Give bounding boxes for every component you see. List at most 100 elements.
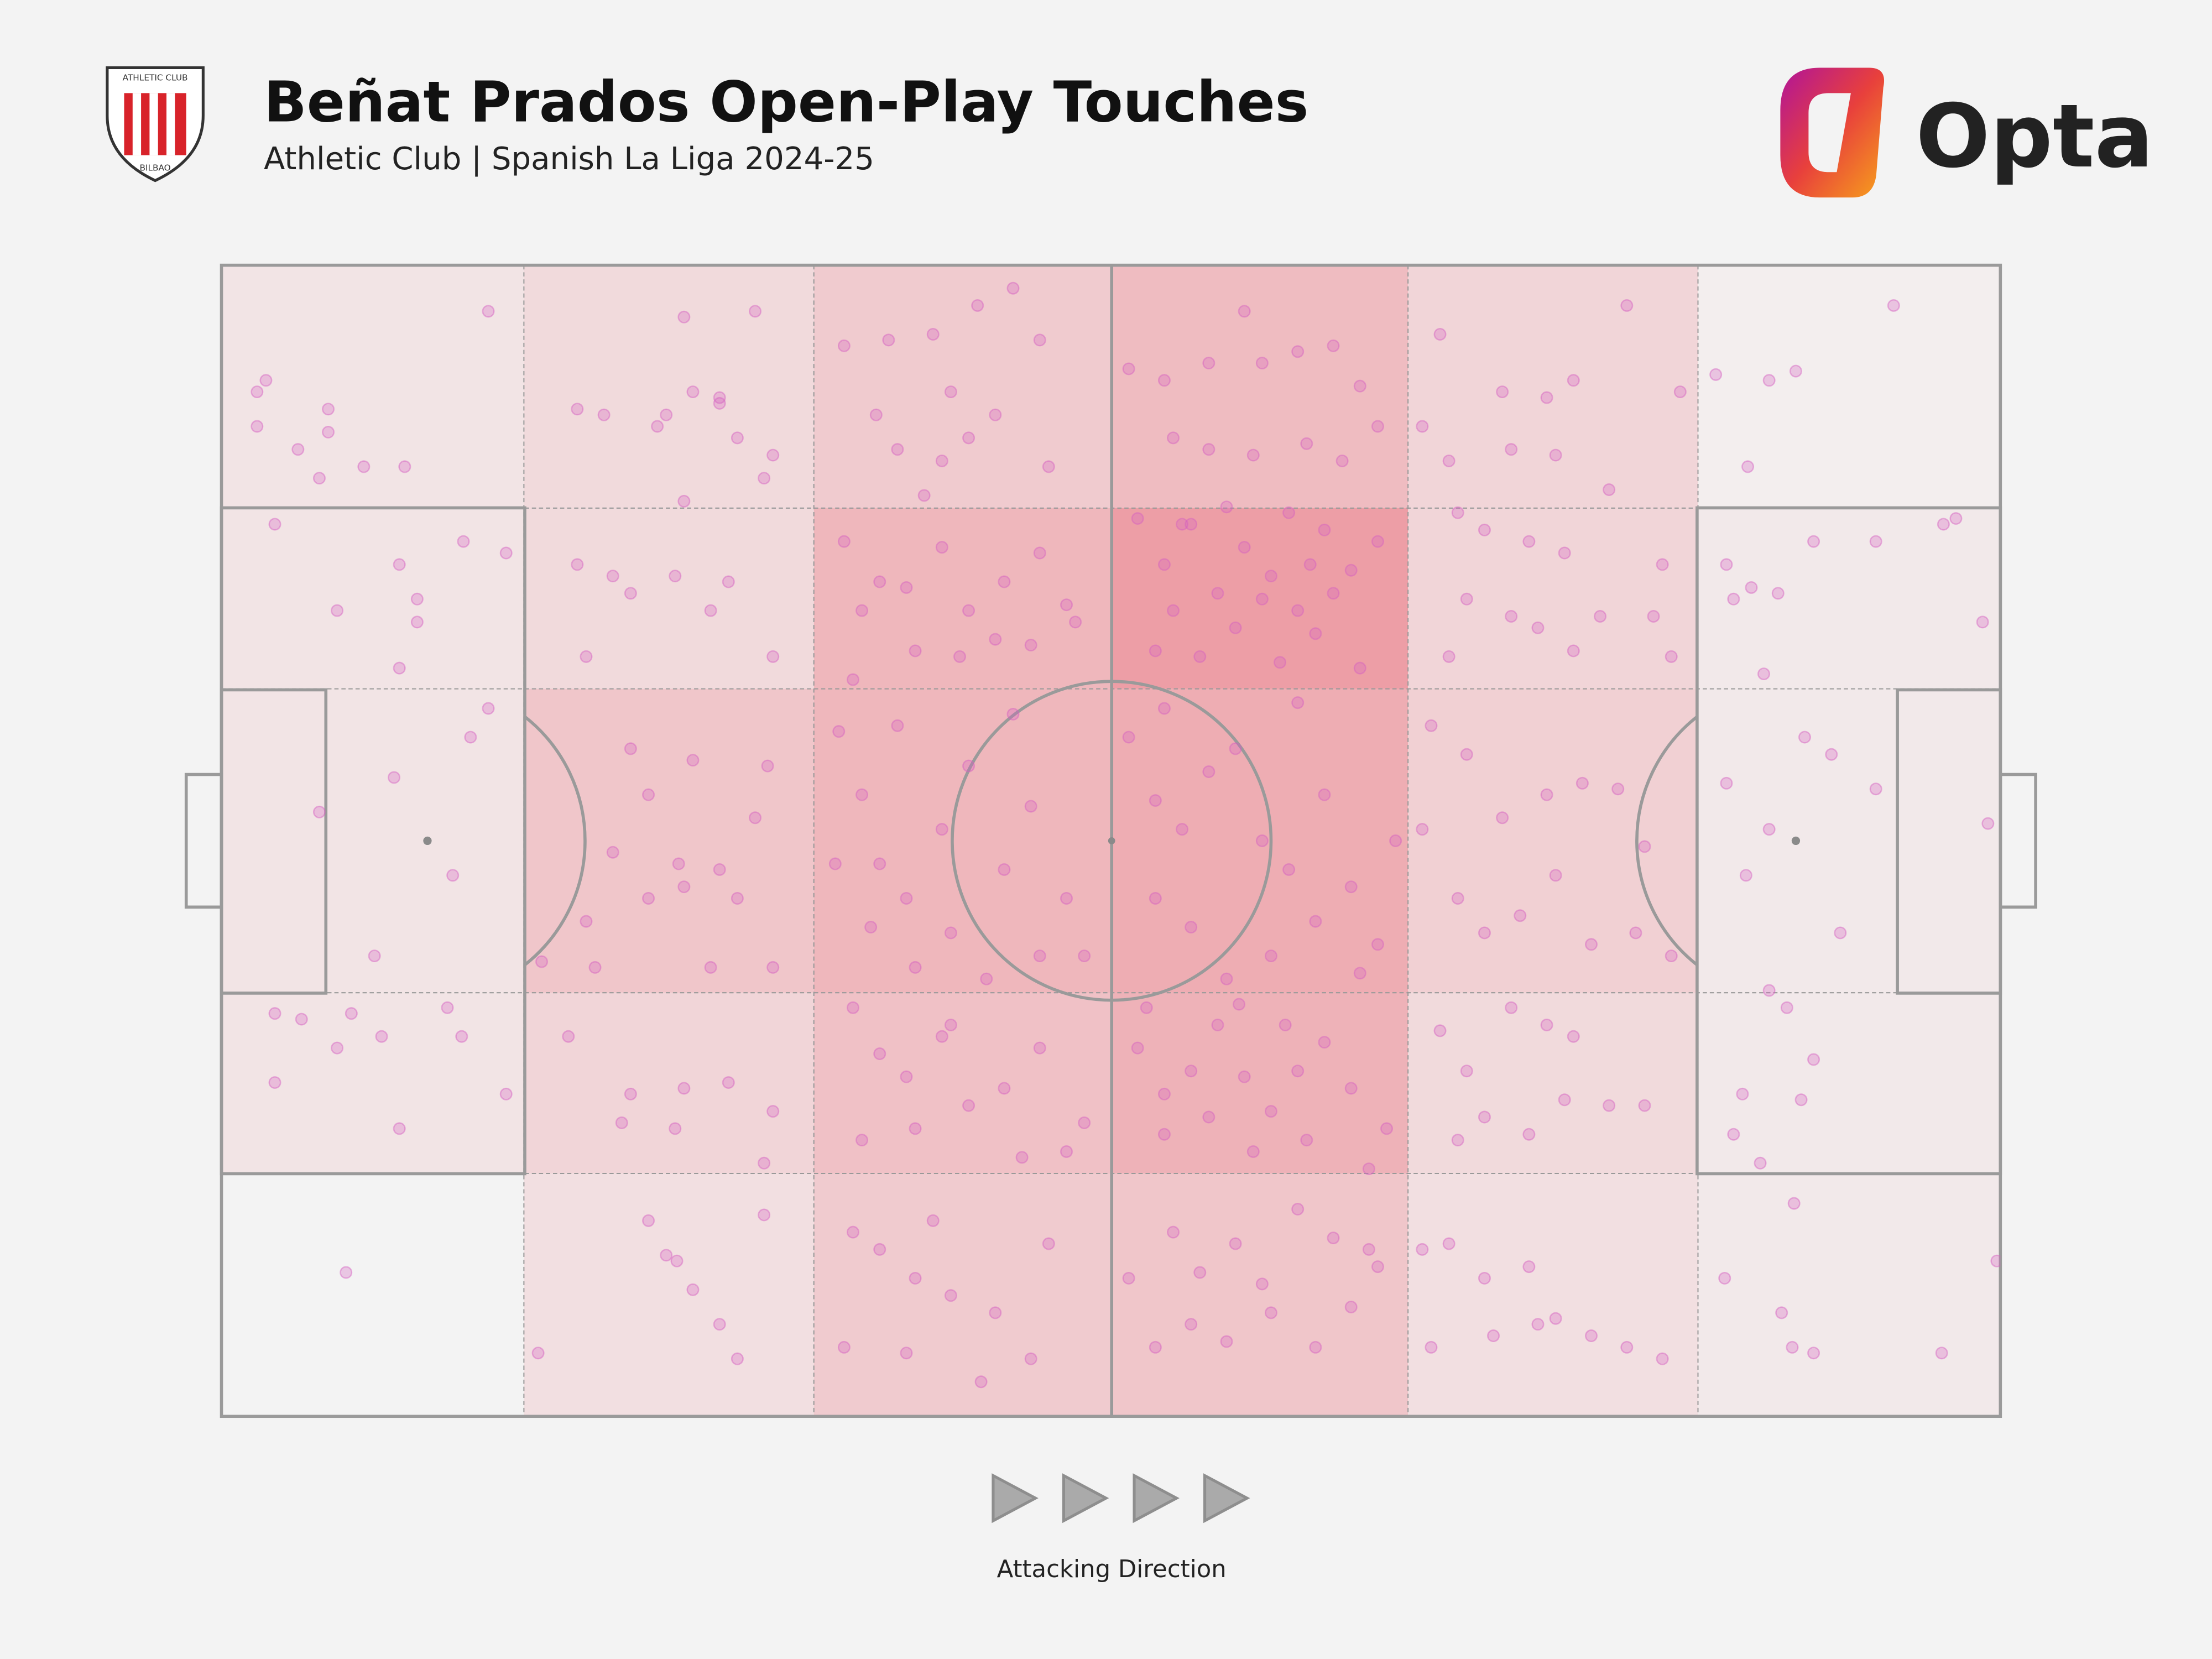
touch	[1344, 564, 1358, 577]
touch	[1167, 431, 1180, 445]
touch	[1416, 823, 1429, 836]
touch	[1611, 782, 1625, 796]
zone	[1698, 688, 2001, 993]
touch	[1771, 587, 1785, 600]
zone	[813, 1173, 1111, 1417]
touch	[1176, 518, 1189, 531]
touch	[1327, 1232, 1340, 1245]
touch	[375, 1030, 388, 1043]
touch	[312, 805, 326, 818]
touch	[1233, 998, 1246, 1011]
touch	[1149, 644, 1162, 658]
touch	[1869, 782, 1882, 796]
zone	[524, 265, 814, 508]
touch	[535, 955, 549, 968]
touch	[900, 892, 913, 905]
touch	[828, 857, 842, 870]
touch	[882, 333, 895, 347]
touch	[1157, 1128, 1171, 1141]
touch	[1762, 984, 1776, 997]
zone	[1408, 1173, 1698, 1417]
touch	[837, 339, 851, 352]
touch	[1496, 811, 1509, 825]
touch	[393, 1122, 406, 1135]
touch	[1780, 1001, 1793, 1014]
touch	[268, 518, 281, 531]
touch	[1487, 1329, 1500, 1342]
touch	[1006, 281, 1020, 295]
touch	[1069, 615, 1082, 629]
zone	[1110, 688, 1408, 993]
touch	[1739, 869, 1752, 882]
touch	[944, 385, 957, 399]
touch	[251, 420, 264, 433]
touch	[1291, 1203, 1305, 1216]
touch	[909, 1271, 922, 1285]
pitch	[184, 263, 2037, 1418]
touch	[766, 448, 780, 462]
zone	[1408, 993, 1698, 1173]
touch	[670, 1254, 684, 1267]
touch	[749, 305, 762, 318]
zone	[1110, 993, 1408, 1173]
touch	[1185, 1065, 1198, 1078]
touch	[974, 1375, 988, 1389]
zone	[524, 993, 814, 1173]
touch	[847, 673, 859, 686]
zone	[1110, 508, 1408, 689]
touch	[1300, 437, 1313, 450]
touch	[1362, 1162, 1375, 1176]
touch	[935, 823, 948, 836]
touch	[1131, 1041, 1144, 1055]
touch	[410, 615, 424, 629]
touch	[331, 604, 344, 617]
touch	[1202, 443, 1215, 456]
touch	[1193, 650, 1207, 663]
touch	[1720, 558, 1733, 571]
touch	[1531, 1318, 1545, 1331]
touch	[686, 754, 700, 767]
touch	[1990, 1254, 2001, 1267]
touch	[677, 880, 691, 894]
touch	[1720, 776, 1733, 790]
touch	[1157, 1087, 1171, 1100]
touch	[1149, 794, 1162, 807]
touch	[847, 1225, 859, 1239]
touch	[1935, 1347, 1948, 1360]
touch	[1024, 1352, 1037, 1365]
touch	[873, 857, 886, 870]
touch	[1353, 967, 1366, 980]
touch	[1060, 598, 1073, 612]
touch	[873, 1047, 886, 1060]
zone	[1110, 265, 1408, 508]
touch	[766, 961, 780, 974]
touch	[1185, 921, 1198, 934]
touch	[251, 385, 264, 399]
touch	[837, 1340, 851, 1354]
touch	[1540, 788, 1553, 801]
touch	[1042, 460, 1055, 473]
touch	[1665, 950, 1678, 963]
touch	[989, 408, 1002, 421]
touch	[1202, 1110, 1215, 1124]
touch	[1140, 1001, 1153, 1014]
penalty-spot	[1791, 836, 1801, 846]
touch	[869, 408, 883, 421]
touch	[562, 1030, 575, 1043]
touch	[624, 1087, 637, 1100]
zone	[813, 508, 1111, 689]
touch	[1371, 535, 1384, 548]
touch	[1754, 1156, 1767, 1170]
touch	[1024, 800, 1037, 813]
zone	[221, 688, 524, 993]
touch	[446, 869, 460, 882]
touch	[571, 403, 584, 416]
touch	[713, 397, 726, 410]
touch	[1937, 518, 1950, 531]
touch	[580, 915, 593, 928]
touch	[482, 702, 495, 715]
touch	[368, 950, 381, 963]
touch	[1264, 570, 1277, 583]
touch	[268, 1076, 281, 1089]
touch	[944, 1289, 957, 1302]
